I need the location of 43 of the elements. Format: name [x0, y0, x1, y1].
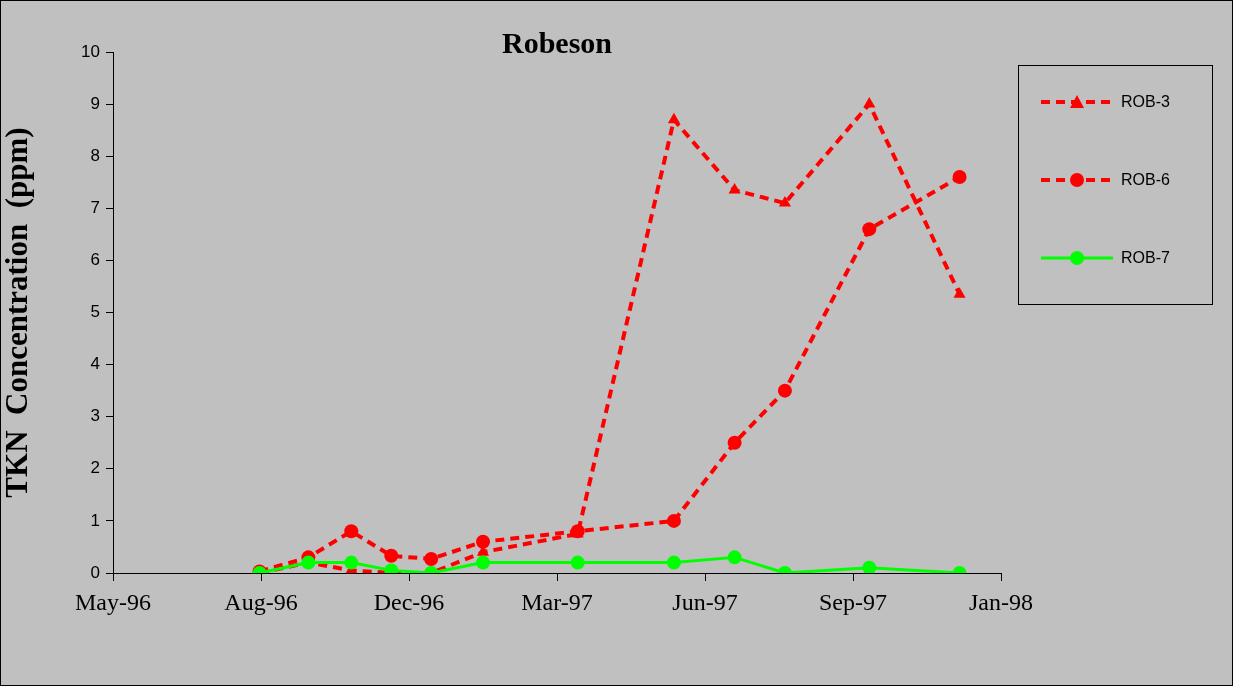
y-tick-label: 9 [90, 93, 100, 113]
point [777, 383, 792, 398]
point [667, 112, 680, 124]
point [863, 97, 876, 108]
point [728, 183, 741, 194]
point [862, 222, 877, 237]
x-tick-label: Aug-96 [224, 588, 298, 615]
y-tick-label: 2 [90, 458, 100, 478]
point [666, 513, 681, 528]
chart-title: Robeson [501, 26, 613, 59]
point [424, 551, 439, 566]
x-tick-label: Jan-98 [969, 588, 1033, 615]
point [778, 196, 791, 207]
y-tick-label: 0 [90, 562, 100, 582]
point [953, 287, 966, 298]
y-tick-label: 8 [90, 145, 100, 165]
point [666, 555, 681, 570]
y-tick-label: 7 [90, 197, 100, 217]
point [344, 555, 359, 570]
x-tick-label: May-96 [75, 588, 151, 615]
y-tick-label: 1 [90, 510, 100, 530]
point [570, 555, 585, 570]
y-tick-label: 5 [90, 302, 100, 322]
point [727, 435, 742, 450]
point [952, 170, 967, 185]
y-tick-label: 10 [81, 41, 100, 61]
point [344, 524, 359, 539]
legend-label: ROB-3 [1121, 93, 1170, 111]
x-tick-label: Dec-96 [373, 588, 445, 615]
y-tick-label: 6 [90, 250, 100, 270]
y-tick-label: 4 [90, 354, 100, 374]
x-tick-label: Mar-97 [521, 588, 593, 615]
legend-label: ROB-6 [1121, 171, 1170, 189]
point [727, 550, 742, 565]
point [476, 555, 490, 570]
y-axis-title: TKN Concentration (ppm) [0, 127, 34, 498]
legend-label: ROB-7 [1121, 249, 1170, 267]
point [862, 560, 877, 573]
point [384, 548, 399, 563]
y-tick-label: 3 [90, 406, 100, 426]
point [476, 534, 490, 549]
x-tick-label: Sep-97 [819, 588, 887, 615]
x-tick-label: Jun-97 [672, 588, 738, 615]
